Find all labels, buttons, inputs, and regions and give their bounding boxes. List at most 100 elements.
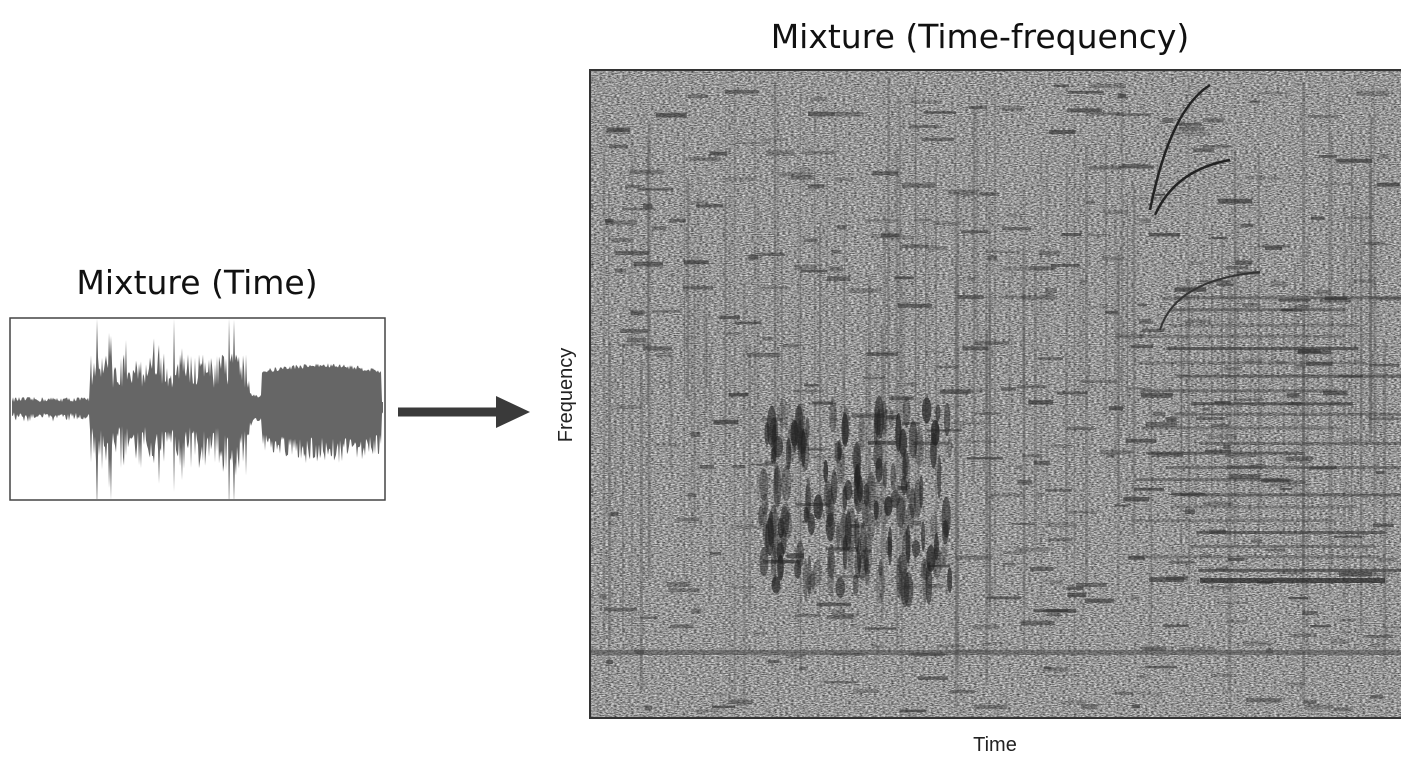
texture	[732, 464, 745, 469]
texture	[1375, 297, 1401, 301]
texture	[798, 666, 806, 671]
texture	[766, 405, 777, 448]
texture	[811, 401, 834, 405]
texture	[786, 654, 807, 659]
texture	[852, 573, 859, 597]
texture	[795, 403, 806, 439]
texture	[921, 137, 955, 142]
texture	[1056, 391, 1088, 395]
texture	[1356, 90, 1390, 96]
texture	[690, 432, 701, 437]
texture	[896, 556, 902, 600]
texture	[1184, 509, 1195, 514]
texture	[1173, 412, 1401, 416]
texture	[1279, 487, 1293, 491]
texture	[1235, 260, 1253, 265]
texture	[1086, 112, 1123, 116]
texture	[726, 332, 742, 335]
texture	[795, 264, 818, 270]
texture	[746, 352, 780, 357]
texture	[1368, 417, 1400, 421]
texture	[709, 151, 728, 156]
texture	[1321, 182, 1354, 186]
texture	[1251, 463, 1266, 469]
texture	[829, 398, 837, 433]
texture	[640, 616, 658, 619]
texture	[1117, 93, 1127, 99]
texture	[1153, 158, 1231, 216]
texture	[1140, 392, 1173, 398]
texture	[859, 521, 867, 559]
texture	[962, 194, 970, 198]
texture	[835, 111, 864, 117]
texture	[1141, 389, 1338, 393]
texture	[908, 100, 941, 104]
texture	[1038, 357, 1064, 360]
texture	[1185, 319, 1211, 324]
texture	[808, 111, 836, 117]
texture	[1003, 266, 1030, 271]
texture	[810, 570, 816, 590]
texture	[1240, 223, 1254, 228]
texture	[1038, 251, 1060, 256]
texture	[610, 512, 619, 517]
texture	[827, 498, 834, 543]
texture	[1081, 704, 1097, 709]
texture	[882, 461, 888, 489]
texture	[728, 392, 749, 397]
texture	[1265, 548, 1286, 552]
texture	[919, 475, 924, 509]
texture	[1163, 624, 1189, 628]
texture	[1242, 302, 1260, 307]
texture	[874, 395, 885, 440]
texture	[630, 169, 665, 175]
texture	[1115, 113, 1152, 116]
texture	[946, 404, 962, 407]
texture	[1270, 281, 1286, 287]
texture	[1130, 345, 1154, 349]
texture	[1333, 535, 1362, 538]
texture	[1141, 328, 1165, 332]
texture	[1131, 519, 1337, 523]
texture	[1136, 675, 1150, 679]
texture	[849, 624, 860, 628]
texture	[794, 560, 802, 579]
texture	[1002, 226, 1032, 231]
texture	[1190, 544, 1376, 548]
texture	[1336, 158, 1373, 163]
texture	[804, 238, 818, 243]
texture	[885, 415, 898, 420]
texture	[1066, 586, 1084, 590]
texture	[1068, 511, 1098, 514]
texture	[1081, 379, 1117, 383]
texture	[1339, 619, 1356, 622]
arrow	[398, 396, 530, 428]
texture	[654, 443, 682, 446]
texture	[809, 97, 827, 102]
texture	[1226, 619, 1247, 623]
texture	[803, 558, 808, 601]
texture	[1115, 504, 1129, 507]
texture	[689, 157, 721, 161]
texture	[899, 709, 927, 713]
texture	[888, 235, 915, 240]
texture	[761, 493, 769, 516]
texture	[1313, 289, 1332, 295]
texture	[668, 588, 700, 593]
texture	[1227, 558, 1245, 561]
texture	[687, 493, 696, 497]
texture	[980, 642, 1011, 645]
texture	[1243, 359, 1262, 363]
texture	[1106, 453, 1115, 458]
texture	[1036, 493, 1044, 497]
texture	[699, 465, 715, 469]
texture	[790, 175, 815, 180]
texture	[1046, 613, 1062, 617]
texture	[825, 547, 850, 550]
texture	[1002, 108, 1022, 112]
texture	[1011, 522, 1036, 525]
texture	[878, 559, 883, 578]
texture	[1017, 385, 1048, 389]
texture	[795, 502, 828, 506]
texture	[844, 480, 853, 501]
